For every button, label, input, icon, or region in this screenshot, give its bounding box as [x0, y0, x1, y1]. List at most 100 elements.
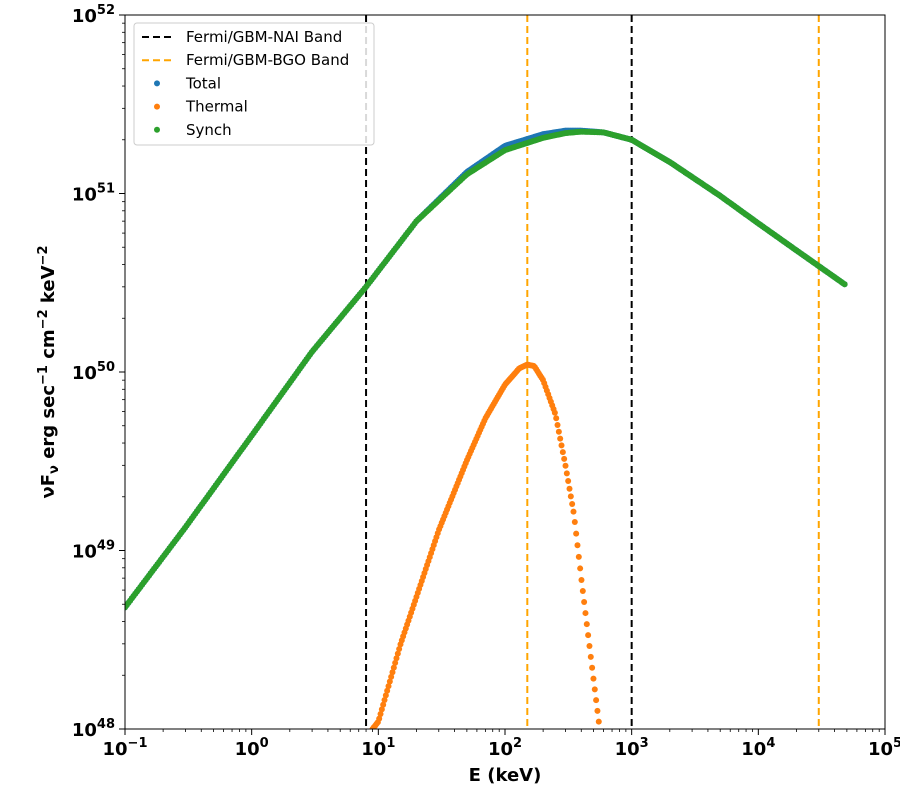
x-tick-label: 101: [361, 736, 395, 760]
legend-dot-marker: [154, 126, 160, 133]
data-point: [577, 565, 584, 572]
x-tick-label: 102: [488, 736, 522, 760]
x-tick-base: 10: [488, 739, 513, 760]
data-point: [389, 669, 396, 676]
y-axis-title-part: −1: [36, 365, 51, 385]
x-tick-exponent: 4: [766, 736, 775, 751]
y-tick-label: 1052: [72, 3, 115, 27]
y-tick-base: 10: [72, 6, 97, 27]
x-tick-exponent: 5: [893, 736, 900, 751]
data-point: [376, 715, 383, 722]
y-tick-base: 10: [72, 363, 97, 384]
data-point: [841, 281, 848, 288]
data-point: [390, 664, 397, 671]
data-point: [574, 542, 581, 549]
legend-dot-marker: [154, 103, 160, 110]
data-point: [571, 518, 578, 525]
x-tick-base: 10: [235, 739, 260, 760]
legend: Fermi/GBM-NAI Band Fermi/GBM-BGO Band Tota…: [133, 22, 375, 146]
y-tick-exponent: 50: [97, 360, 115, 375]
y-tick-base: 10: [72, 720, 97, 741]
y-axis-title-part: erg sec: [38, 385, 59, 465]
axes: 10−1 100 101 102 103 104 105104810491050105110…: [72, 3, 900, 760]
legend-dot-marker: [154, 80, 160, 87]
y-tick-exponent: 49: [97, 539, 115, 554]
data-point: [388, 673, 395, 680]
data-point: [381, 697, 388, 704]
series-total: [125, 127, 848, 611]
x-tick-label: 105: [868, 736, 900, 760]
data-point: [586, 642, 593, 649]
x-tick-exponent: −1: [128, 736, 148, 751]
data-point: [569, 500, 576, 507]
series-synch: [125, 128, 848, 611]
data-point: [554, 422, 561, 429]
data-point: [575, 553, 582, 560]
data-point: [380, 701, 387, 708]
x-tick-label: 100: [235, 736, 269, 760]
data-point: [553, 415, 560, 422]
x-tick-base: 10: [361, 739, 386, 760]
x-axis-title: E (keV): [469, 765, 542, 786]
data-point: [591, 686, 598, 693]
y-tick-base: 10: [72, 542, 97, 563]
y-axis-title: νFν erg sec−1 cm−2 keV−2: [36, 246, 62, 499]
data-point: [557, 435, 564, 442]
data-point: [386, 678, 393, 685]
legend-label: Total: [185, 74, 221, 92]
x-tick-label: 10−1: [102, 736, 147, 760]
x-tick-base: 10: [741, 739, 766, 760]
legend-label: Synch: [186, 121, 232, 139]
y-tick-label: 1051: [72, 182, 115, 206]
legend-label: Thermal: [185, 98, 248, 116]
data-point: [573, 530, 580, 537]
data-point: [582, 610, 589, 617]
data-point: [396, 646, 403, 653]
x-tick-exponent: 3: [640, 736, 649, 751]
data-point: [570, 508, 577, 515]
plot-area: [125, 15, 848, 729]
x-tick-exponent: 0: [260, 736, 269, 751]
data-point: [382, 692, 389, 699]
y-tick-exponent: 48: [97, 717, 115, 732]
series-thermal: [369, 361, 602, 729]
y-tick-exponent: 52: [97, 3, 115, 18]
data-point: [559, 449, 566, 456]
y-tick-label: 1049: [72, 539, 115, 563]
y-tick-label: 1048: [72, 717, 115, 741]
data-point: [583, 621, 590, 628]
x-tick-base: 10: [102, 739, 127, 760]
legend-label: Fermi/GBM-NAI Band: [186, 28, 342, 46]
data-point: [393, 655, 400, 662]
x-tick-label: 103: [615, 736, 649, 760]
data-point: [567, 493, 574, 500]
legend-box: [133, 22, 375, 146]
data-point: [593, 697, 600, 704]
data-point: [587, 653, 594, 660]
data-point: [394, 650, 401, 657]
y-axis-title-part: keV: [38, 265, 59, 309]
data-point: [562, 462, 569, 469]
data-point: [563, 470, 570, 477]
data-point: [384, 687, 391, 694]
data-point: [566, 485, 573, 492]
y-tick-base: 10: [72, 185, 97, 206]
data-point: [561, 455, 568, 462]
data-point: [589, 664, 596, 671]
data-point: [385, 683, 392, 690]
data-point: [579, 587, 586, 594]
data-point: [551, 409, 558, 416]
data-point: [595, 718, 602, 725]
data-point: [581, 599, 588, 606]
data-point: [392, 659, 399, 666]
y-tick-label: 1050: [72, 360, 115, 384]
data-point: [590, 675, 597, 682]
data-point: [558, 442, 565, 449]
data-point: [565, 478, 572, 485]
legend-label: Fermi/GBM-BGO Band: [186, 51, 349, 69]
y-axis-title-part: −2: [36, 246, 51, 266]
y-axis-title-part: νF: [38, 474, 59, 499]
data-point: [378, 706, 385, 713]
x-tick-base: 10: [615, 739, 640, 760]
